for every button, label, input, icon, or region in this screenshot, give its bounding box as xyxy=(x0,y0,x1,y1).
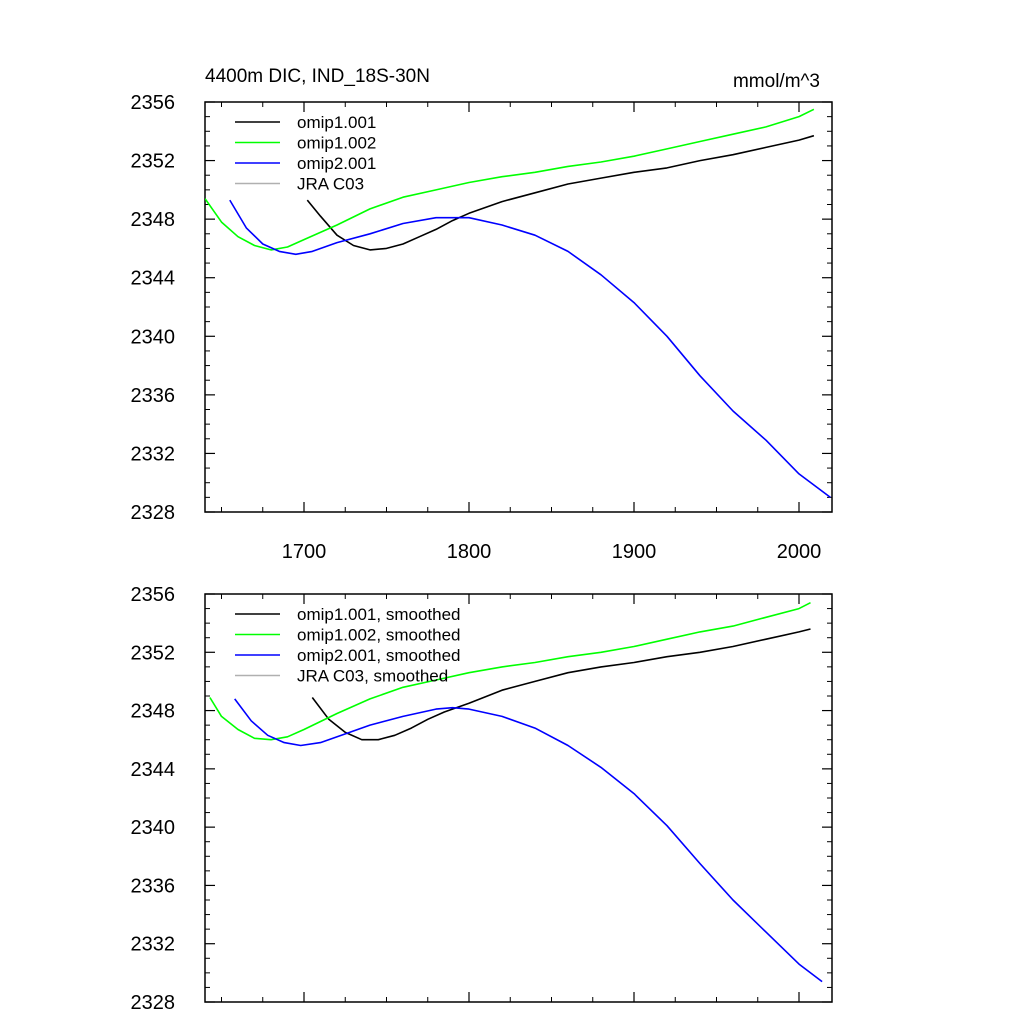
x-tick-label: 1900 xyxy=(612,541,657,563)
y-tick-label: 2352 xyxy=(131,151,176,173)
legend-label: omip1.001 xyxy=(297,113,376,132)
panel-bottom: 2328 2332 2336 2340 2344 2348 2352 2356 omip1.00… xyxy=(131,584,833,1014)
y-tick-label: 2356 xyxy=(131,92,176,114)
legend-label: JRA C03 xyxy=(297,175,364,194)
y-tick-label: 2328 xyxy=(131,992,176,1014)
chart-title: 4400m DIC, IND_18S-30N xyxy=(205,66,430,87)
y-tick-label: 2332 xyxy=(131,443,176,465)
series-line-2 xyxy=(229,199,831,499)
y-tick-label: 2348 xyxy=(131,209,176,231)
y-tick-label: 2336 xyxy=(131,875,176,897)
x-tick-label: 1700 xyxy=(282,541,327,563)
y-tick-label: 2344 xyxy=(131,759,176,781)
units-label: mmol/m^3 xyxy=(733,71,820,92)
legend-label: omip2.001 xyxy=(297,154,376,173)
legend-label: omip1.002, smoothed xyxy=(297,626,461,645)
x-tick-label: 1800 xyxy=(447,541,492,563)
panel-top: 2328 2332 2336 2340 2344 2348 2352 2356 1700 1800… xyxy=(131,66,833,563)
y-tick-label: 2352 xyxy=(131,642,176,664)
legend-label: omip1.001, smoothed xyxy=(297,605,461,624)
series-line-0 xyxy=(311,628,811,741)
y-tick-label: 2332 xyxy=(131,934,176,956)
series-line-0 xyxy=(306,134,815,251)
series-line-2 xyxy=(234,698,823,983)
y-tick-label: 2344 xyxy=(131,268,176,290)
legend-label: omip1.002 xyxy=(297,134,376,153)
y-tick-label: 2340 xyxy=(131,817,176,839)
series-line-1 xyxy=(209,601,811,741)
y-tick-label: 2336 xyxy=(131,385,176,407)
x-tick-label: 2000 xyxy=(777,541,822,563)
y-tick-label: 2348 xyxy=(131,701,176,723)
legend-label: omip2.001, smoothed xyxy=(297,646,461,665)
y-tick-label: 2356 xyxy=(131,584,176,606)
y-tick-label: 2328 xyxy=(131,502,176,524)
legend-label: JRA C03, smoothed xyxy=(297,667,448,686)
series-line-1 xyxy=(205,108,815,251)
y-tick-label: 2340 xyxy=(131,326,176,348)
